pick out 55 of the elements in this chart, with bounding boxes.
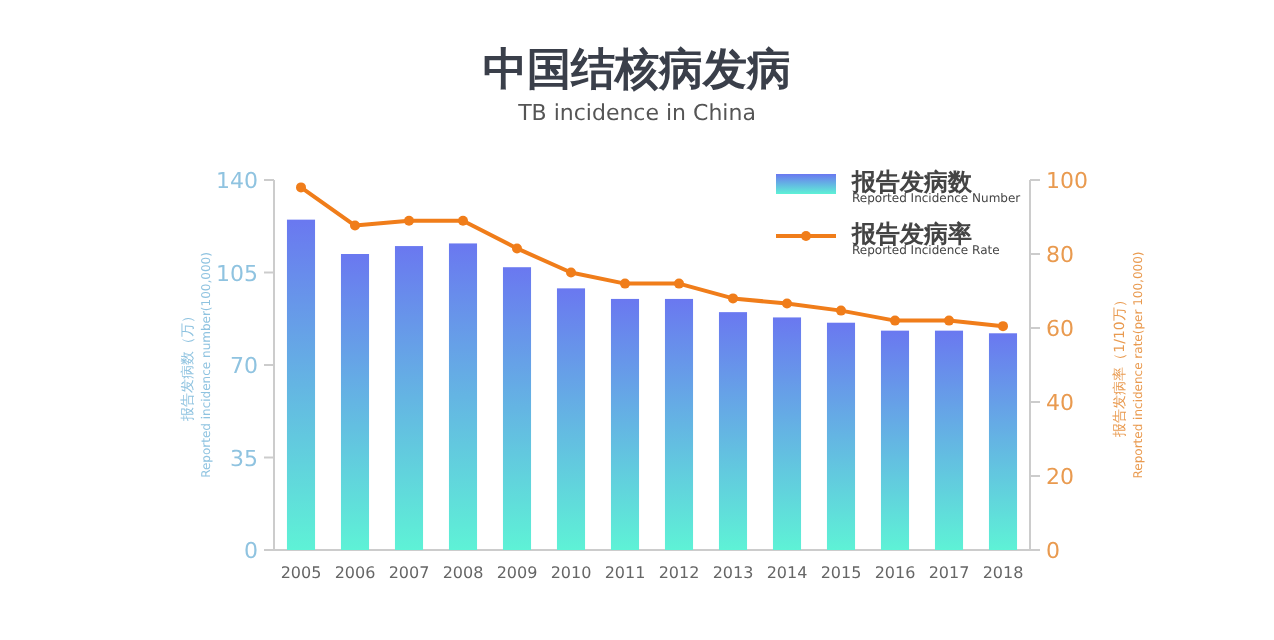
y-tick-label: 140: [216, 168, 258, 194]
bar: [340, 254, 370, 550]
bar: [610, 298, 640, 550]
x-tick-label: 2010: [550, 564, 592, 582]
y2-tick-label: 40: [1046, 390, 1074, 416]
x-tick-label: 2015: [820, 564, 862, 582]
bar: [394, 246, 424, 550]
point: [944, 315, 954, 326]
point: [998, 321, 1008, 332]
x-tick-label: 2016: [874, 564, 916, 582]
point: [296, 182, 306, 193]
bar: [880, 330, 910, 550]
point: [836, 305, 846, 316]
x-tick-label: 2014: [766, 564, 808, 582]
bar: [664, 298, 694, 550]
bar: [286, 219, 316, 550]
point: [458, 215, 468, 226]
point: [566, 267, 576, 278]
bar: [826, 322, 856, 550]
y-tick-label: 70: [230, 353, 258, 379]
y2-tick-label: 20: [1046, 464, 1074, 490]
bar: [934, 330, 964, 550]
x-tick-label: 2011: [604, 564, 646, 582]
point: [674, 278, 684, 289]
x-tick-label: 2007: [388, 564, 430, 582]
y2-tick-label: 80: [1046, 242, 1074, 268]
point: [620, 278, 630, 289]
bar: [772, 317, 802, 550]
chart-title: 中国结核病发病: [483, 46, 791, 96]
bar: [502, 267, 532, 550]
point: [512, 243, 522, 254]
bar: [448, 243, 478, 550]
point: [728, 293, 738, 304]
x-tick-label: 2006: [334, 564, 376, 582]
bar: [556, 288, 586, 550]
y2-tick-label: 0: [1046, 538, 1060, 564]
y-tick-label: 105: [216, 260, 258, 287]
x-tick-label: 2017: [928, 564, 970, 582]
x-tick-label: 2012: [658, 564, 700, 582]
y-tick-label: 0: [244, 538, 258, 564]
point: [350, 220, 360, 231]
y-tick-label: 35: [230, 445, 258, 472]
x-tick-label: 2008: [442, 564, 484, 582]
x-tick-label: 2009: [496, 564, 538, 582]
bar: [718, 312, 748, 550]
point: [404, 215, 414, 226]
x-tick-label: 2013: [712, 564, 754, 582]
point: [782, 298, 792, 309]
y2-tick-label: 60: [1046, 316, 1074, 342]
point: [890, 315, 900, 326]
bar: [988, 333, 1018, 550]
y2-tick-label: 100: [1046, 168, 1088, 194]
x-tick-label: 2018: [982, 564, 1024, 582]
chart-subtitle: TB incidence in China: [516, 100, 756, 126]
x-tick-label: 2005: [280, 564, 322, 582]
